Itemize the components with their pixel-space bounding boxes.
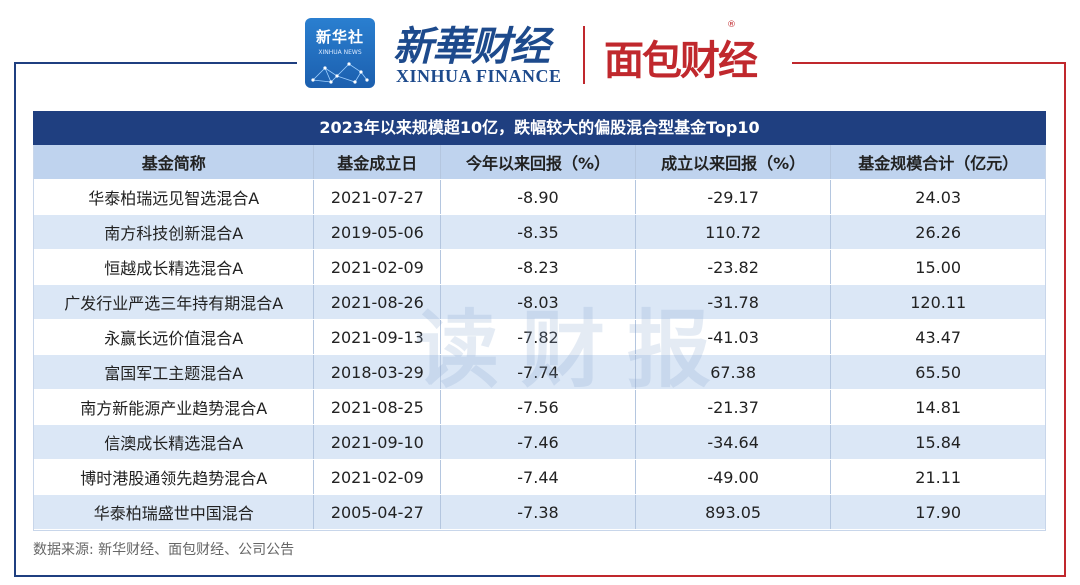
fund-size-cell: 26.26 [915,222,962,242]
inception-return-cell: -34.64 [636,425,832,459]
frame-line-left [14,62,16,577]
fund-name-cell: 信澳成长精选混合A [34,425,315,459]
table-row: 南方新能源产业趋势混合A 2021-08-25 -7.56 -21.37 14.81 [34,390,1045,425]
data-source-note: 数据来源: 新华财经、面包财经、公司公告 [33,542,295,558]
inception-date-cell: 2021-08-25 [314,390,442,424]
table-row: 博时港股通领先趋势混合A 2021-02-09 -7.44 -49.00 21.11 [34,460,1045,495]
inception-return-cell: 67.38 [636,355,832,389]
table-row: 广发行业严选三年持有期混合A 2021-08-26 -8.03 -31.78 120.1… [34,285,1045,320]
fund-size-cell: 43.47 [915,327,962,347]
inception-date-cell: 2021-02-09 [314,460,442,494]
frame-line-right [1064,62,1066,577]
frame-line-bottom-left [14,575,554,577]
inception-return-cell: 110.72 [636,215,832,249]
fund-name-cell: 博时港股通领先趋势混合A [34,460,315,494]
fund-size-cell: 21.11 [915,467,962,487]
badge-subtitle: XINHUA NEWS [318,49,362,56]
column-header-date: 基金成立日 [314,145,442,179]
inception-date-cell: 2018-03-29 [314,355,442,389]
fund-size-cell: 15.00 [915,257,962,277]
xinhua-news-logo: 新华社 XINHUA NEWS [305,18,375,88]
xinhua-finance-logo-cn: 新華财经 [393,23,550,70]
table-row: 华泰柏瑞盛世中国混合 2005-04-27 -7.38 893.05 17.90 [34,495,1045,530]
table-header-row: 基金简称 基金成立日 今年以来回报（%） 成立以来回报（%） 基金规模合计（亿元… [34,145,1045,180]
ytd-return-cell: -7.82 [441,320,636,354]
inception-return-cell: 893.05 [636,495,832,529]
ytd-return-cell: -7.46 [441,425,636,459]
inception-return-cell: -23.82 [636,250,832,284]
table-row: 信澳成长精选混合A 2021-09-10 -7.46 -34.64 15.84 [34,425,1045,460]
fund-size-cell: 65.50 [915,362,962,382]
table-row: 华泰柏瑞远见智选混合A 2021-07-27 -8.90 -29.17 24.03 [34,180,1045,215]
fund-size-cell: 24.03 [915,187,962,207]
fund-name-cell: 富国军工主题混合A [34,355,315,389]
fund-name-cell: 南方新能源产业趋势混合A [34,390,315,424]
network-icon [311,62,369,84]
ytd-return-cell: -8.23 [441,250,636,284]
fund-size-cell: 17.90 [915,502,962,522]
table-row: 永赢长远价值混合A 2021-09-13 -7.82 -41.03 43.47 [34,320,1045,355]
fund-size-cell: 14.81 [915,397,962,417]
logo-divider [583,26,585,84]
column-header-fund-size: 基金规模合计（亿元） [858,154,1019,173]
ytd-return-cell: -8.03 [441,285,636,319]
inception-date-cell: 2021-02-09 [314,250,442,284]
table-row: 恒越成长精选混合A 2021-02-09 -8.23 -23.82 15.00 [34,250,1045,285]
fund-name-cell: 南方科技创新混合A [34,215,315,249]
xinhua-finance-logo-en: XINHUA FINANCE [396,66,562,86]
inception-date-cell: 2021-09-10 [314,425,442,459]
fund-name-cell: 广发行业严选三年持有期混合A [34,285,315,319]
inception-return-cell: -31.78 [636,285,832,319]
fund-table: 2023年以来规模超10亿，跌幅较大的偏股混合型基金Top10 基金简称 基金成… [33,111,1046,531]
inception-date-cell: 2005-04-27 [314,495,442,529]
mianbao-finance-logo: 面包财经 [604,38,758,84]
fund-name-cell: 恒越成长精选混合A [34,250,315,284]
ytd-return-cell: -8.35 [441,215,636,249]
column-header-inception-return: 成立以来回报（%） [636,145,832,179]
inception-date-cell: 2019-05-06 [314,215,442,249]
inception-return-cell: -49.00 [636,460,832,494]
inception-date-cell: 2021-07-27 [314,180,442,214]
registered-mark: ® [727,20,736,30]
badge-title: 新华社 [315,28,364,46]
frame-line-top-left [14,62,297,64]
table-title: 2023年以来规模超10亿，跌幅较大的偏股混合型基金Top10 [33,111,1046,145]
ytd-return-cell: -7.38 [441,495,636,529]
column-header-name: 基金简称 [34,145,315,179]
frame-line-bottom-right [540,575,1066,577]
ytd-return-cell: -7.74 [441,355,636,389]
frame-line-top-right [792,62,1066,64]
fund-name-cell: 华泰柏瑞远见智选混合A [34,180,315,214]
inception-date-cell: 2021-08-26 [314,285,442,319]
inception-return-cell: -29.17 [636,180,832,214]
fund-name-cell: 永赢长远价值混合A [34,320,315,354]
fund-name-cell: 华泰柏瑞盛世中国混合 [34,495,315,529]
table-body: 基金简称 基金成立日 今年以来回报（%） 成立以来回报（%） 基金规模合计（亿元… [33,145,1046,531]
fund-size-cell: 120.11 [910,292,967,312]
table-row: 富国军工主题混合A 2018-03-29 -7.74 67.38 65.50 [34,355,1045,390]
ytd-return-cell: -7.44 [441,460,636,494]
fund-size-cell: 15.84 [915,432,962,452]
ytd-return-cell: -7.56 [441,390,636,424]
inception-return-cell: -21.37 [636,390,832,424]
table-row: 南方科技创新混合A 2019-05-06 -8.35 110.72 26.26 [34,215,1045,250]
inception-return-cell: -41.03 [636,320,832,354]
inception-date-cell: 2021-09-13 [314,320,442,354]
column-header-ytd-return: 今年以来回报（%） [441,145,636,179]
ytd-return-cell: -8.90 [441,180,636,214]
